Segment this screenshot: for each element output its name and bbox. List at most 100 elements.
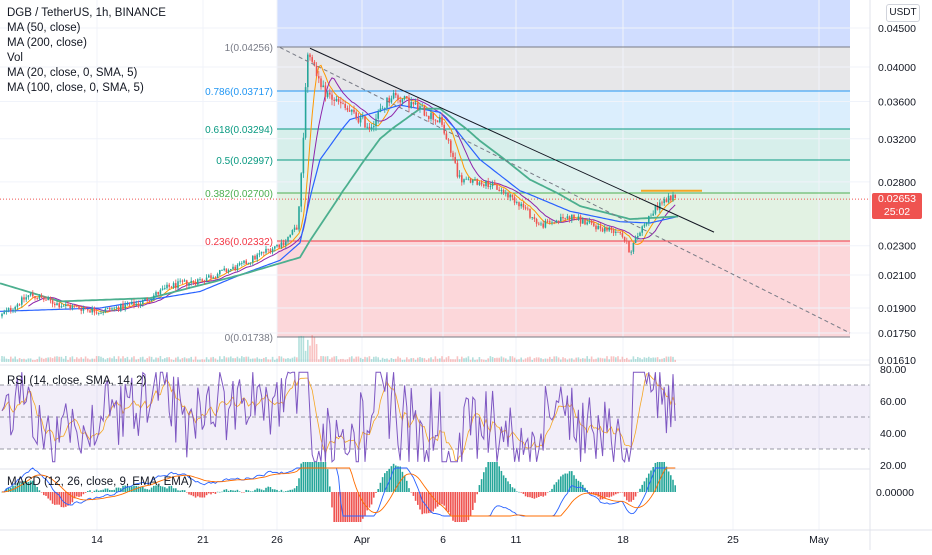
macd-histogram-bar <box>373 492 375 498</box>
volume-bar <box>443 359 445 362</box>
volume-bar <box>16 359 19 362</box>
macd-histogram-bar <box>199 492 201 498</box>
macd-histogram-bar <box>311 462 313 492</box>
volume-bar <box>232 358 234 362</box>
currency-button[interactable]: USDT <box>886 4 920 22</box>
indicator-vol[interactable]: Vol <box>7 52 23 64</box>
candle-body <box>575 218 577 220</box>
volume-bar <box>254 358 256 362</box>
volume-bar <box>214 358 217 362</box>
volume-bar <box>296 357 298 362</box>
rsi-label[interactable]: RSI (14, close, SMA, 14, 2) <box>7 375 147 387</box>
volume-bar <box>192 359 195 362</box>
macd-histogram-bar <box>326 469 329 492</box>
volume-bar <box>322 356 324 362</box>
volume-bar <box>177 356 179 362</box>
candle-body <box>623 236 626 241</box>
volume-bar <box>368 356 371 362</box>
volume-bar <box>60 356 63 362</box>
candle-body <box>219 270 221 275</box>
chart-title[interactable]: DGB / TetherUS, 1h, BINANCE <box>7 7 166 19</box>
candle-body <box>93 308 96 313</box>
macd-histogram-bar <box>610 492 613 497</box>
macd-histogram-bar <box>296 485 298 492</box>
macd-histogram-bar <box>247 490 250 492</box>
volume-bar <box>509 356 511 362</box>
volume-bar <box>289 358 291 362</box>
indicator-ma200[interactable]: MA (200, close) <box>7 37 87 49</box>
volume-bar <box>353 358 355 362</box>
macd-histogram-bar <box>84 492 87 493</box>
volume-bar <box>98 356 100 362</box>
candle-body <box>498 189 500 192</box>
candle-body <box>456 162 459 177</box>
macd-label[interactable]: MACD (12, 26, close, 9, EMA, EMA) <box>7 476 193 488</box>
indicator-ma100[interactable]: MA (100, close, 0, SMA, 5) <box>7 82 144 94</box>
candle-body <box>584 219 586 225</box>
volume-bar <box>106 358 109 362</box>
candle-body <box>441 116 443 125</box>
volume-bar <box>619 359 621 362</box>
volume-bar <box>357 356 360 362</box>
volume-bar <box>390 357 393 362</box>
volume-bar <box>324 356 327 362</box>
macd-histogram-bar <box>650 470 652 492</box>
volume-bar <box>661 358 663 362</box>
macd-histogram-bar <box>172 488 175 492</box>
volume-bar <box>221 359 223 362</box>
candle-body <box>531 217 533 218</box>
candle-body <box>91 308 93 313</box>
candle-body <box>595 225 597 230</box>
macd-histogram-bar <box>667 471 670 492</box>
macd-pane <box>0 462 870 522</box>
candle-body <box>289 234 291 237</box>
volume-bar <box>535 357 538 362</box>
volume-bar <box>544 358 547 362</box>
macd-histogram-bar <box>560 476 562 492</box>
candle-body <box>14 306 16 310</box>
candle-body <box>617 231 619 233</box>
macd-histogram-bar <box>126 485 129 492</box>
candle-body <box>516 202 518 203</box>
volume-bar <box>225 357 228 362</box>
macd-histogram-bar <box>282 491 285 493</box>
macd-histogram-bar <box>80 492 82 497</box>
macd-histogram-bar <box>619 492 621 493</box>
macd-histogram-bar <box>421 492 423 515</box>
macd-histogram-bar <box>69 492 71 505</box>
candle-body <box>285 241 287 246</box>
macd-histogram-bar <box>333 492 335 522</box>
volume-bar <box>425 359 428 362</box>
macd-histogram-bar <box>230 490 232 492</box>
macd-histogram-bar <box>115 487 118 492</box>
volume-bar <box>337 359 340 362</box>
candle-body <box>540 223 542 225</box>
volume-bar <box>287 358 289 362</box>
candle-body <box>467 178 470 180</box>
indicator-ma20[interactable]: MA (20, close, 0, SMA, 5) <box>7 67 138 79</box>
macd-histogram-bar <box>128 486 131 492</box>
indicator-ma50[interactable]: MA (50, close) <box>7 22 81 34</box>
macd-histogram-bar <box>170 485 173 492</box>
rsi-tick-label: 60.00 <box>880 396 906 408</box>
candle-body <box>192 280 195 283</box>
volume-bar <box>21 359 23 362</box>
macd-histogram-bar <box>564 473 566 492</box>
candle-body <box>494 182 496 186</box>
candle-body <box>267 248 269 250</box>
candle-body <box>291 229 294 235</box>
time-tick-label: 21 <box>197 534 209 546</box>
macd-histogram-bar <box>256 488 258 492</box>
candle-body <box>54 303 56 306</box>
macd-histogram-bar <box>289 489 291 492</box>
volume-bar <box>522 359 525 362</box>
candle-body <box>454 157 456 163</box>
volume-bar <box>89 359 91 362</box>
volume-bar <box>84 356 87 362</box>
candle-body <box>632 242 635 252</box>
macd-histogram-bar <box>513 488 516 492</box>
candle-body <box>608 227 610 231</box>
macd-histogram-bar <box>27 481 30 492</box>
volume-bar <box>494 357 496 362</box>
